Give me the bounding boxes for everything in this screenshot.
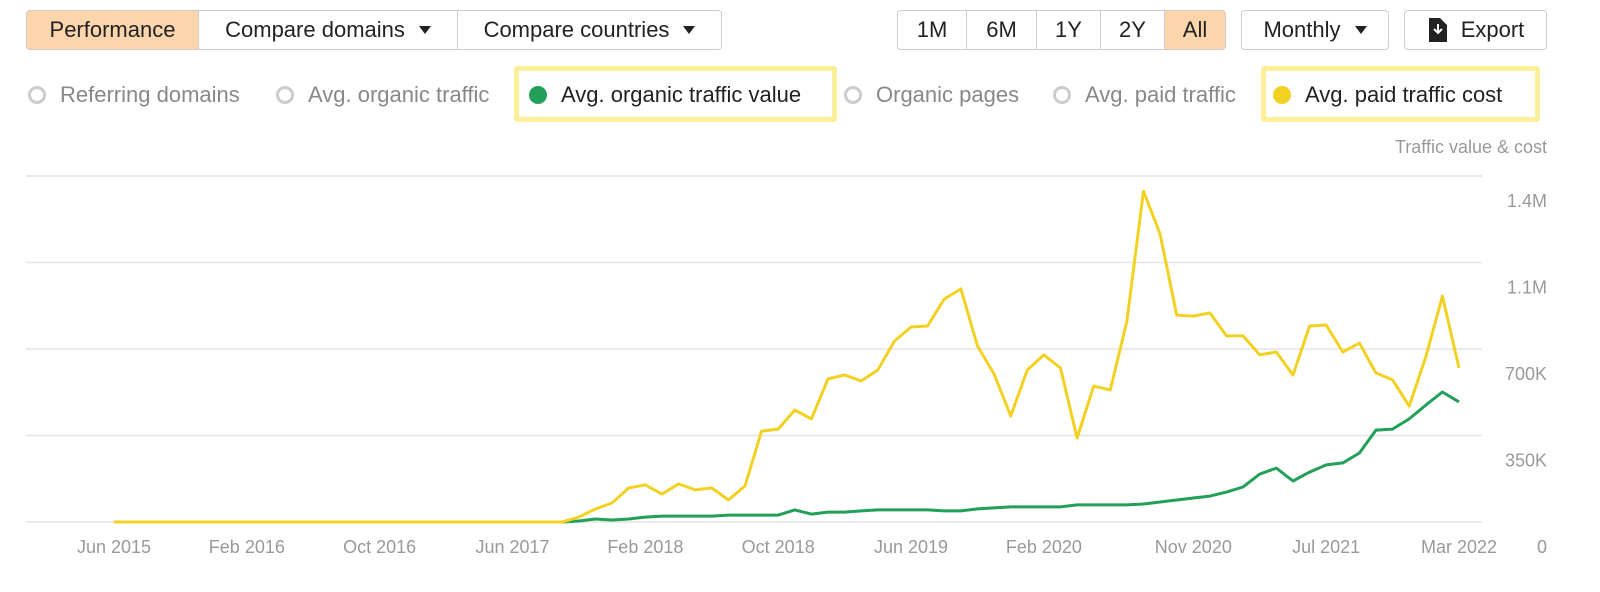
interval-label: Monthly (1263, 17, 1341, 42)
x-tick-label: Feb 2018 (607, 537, 683, 557)
export-button[interactable]: Export (1404, 10, 1547, 50)
tab[interactable]: Performance (26, 10, 199, 50)
highlight-box (514, 66, 837, 122)
x-tick-label: Jun 2019 (874, 537, 948, 557)
legend-item[interactable]: Avg. organic traffic value (529, 80, 801, 110)
x-tick-label: Jun 2017 (475, 537, 549, 557)
y-tick-label: 700K (1505, 364, 1547, 384)
range-button[interactable]: 2Y (1100, 10, 1165, 50)
range-label: All (1182, 17, 1208, 42)
export-icon (1428, 18, 1447, 42)
x-tick-label: Feb 2016 (209, 537, 285, 557)
legend-label: Referring domains (60, 82, 240, 107)
legend-label: Avg. organic traffic (308, 82, 490, 107)
x-tick-label: Nov 2020 (1155, 537, 1232, 557)
tab[interactable]: Compare domains (198, 10, 458, 50)
tab-label: Compare countries (483, 17, 670, 42)
legend-label: Avg. organic traffic value (561, 82, 802, 107)
tab-label: Performance (49, 17, 176, 42)
x-tick-label: Oct 2016 (343, 537, 416, 557)
range-label: 1Y (1055, 17, 1082, 42)
y-tick-label: 1.1M (1507, 277, 1547, 297)
export-label: Export (1460, 17, 1525, 42)
x-tick-label: Jun 2015 (77, 537, 151, 557)
legend-item[interactable]: Avg. paid traffic cost (1273, 80, 1502, 110)
series-line (114, 189, 1461, 524)
x-tick-label: Oct 2018 (742, 537, 815, 557)
range-label: 2Y (1119, 17, 1146, 42)
x-tick-label: Feb 2020 (1006, 537, 1082, 557)
highlight-box (1261, 66, 1540, 122)
legend-item[interactable]: Avg. organic traffic (276, 80, 489, 110)
range-button[interactable]: All (1164, 10, 1226, 50)
legend-label: Avg. paid traffic (1085, 82, 1236, 107)
legend-item[interactable]: Referring domains (28, 80, 240, 110)
y-tick-label: 350K (1505, 450, 1547, 470)
legend-item[interactable]: Organic pages (844, 80, 1019, 110)
legend-label: Avg. paid traffic cost (1305, 82, 1503, 107)
y-axis-title: Traffic value & cost (1395, 137, 1547, 157)
tab[interactable]: Compare countries (457, 10, 722, 50)
x-tick-label: Jul 2021 (1292, 537, 1360, 557)
legend-item[interactable]: Avg. paid traffic (1053, 80, 1236, 110)
range-button[interactable]: 6M (966, 10, 1037, 50)
interval-select[interactable]: Monthly (1241, 10, 1389, 50)
series-line (114, 390, 1460, 524)
range-label: 6M (986, 17, 1017, 42)
y-tick-label: 0 (1537, 537, 1547, 557)
tab-label: Compare domains (225, 17, 405, 42)
x-tick-label: Mar 2022 (1421, 537, 1497, 557)
range-label: 1M (916, 17, 948, 42)
legend-label: Organic pages (876, 82, 1020, 107)
y-tick-label: 1.4M (1507, 191, 1547, 211)
